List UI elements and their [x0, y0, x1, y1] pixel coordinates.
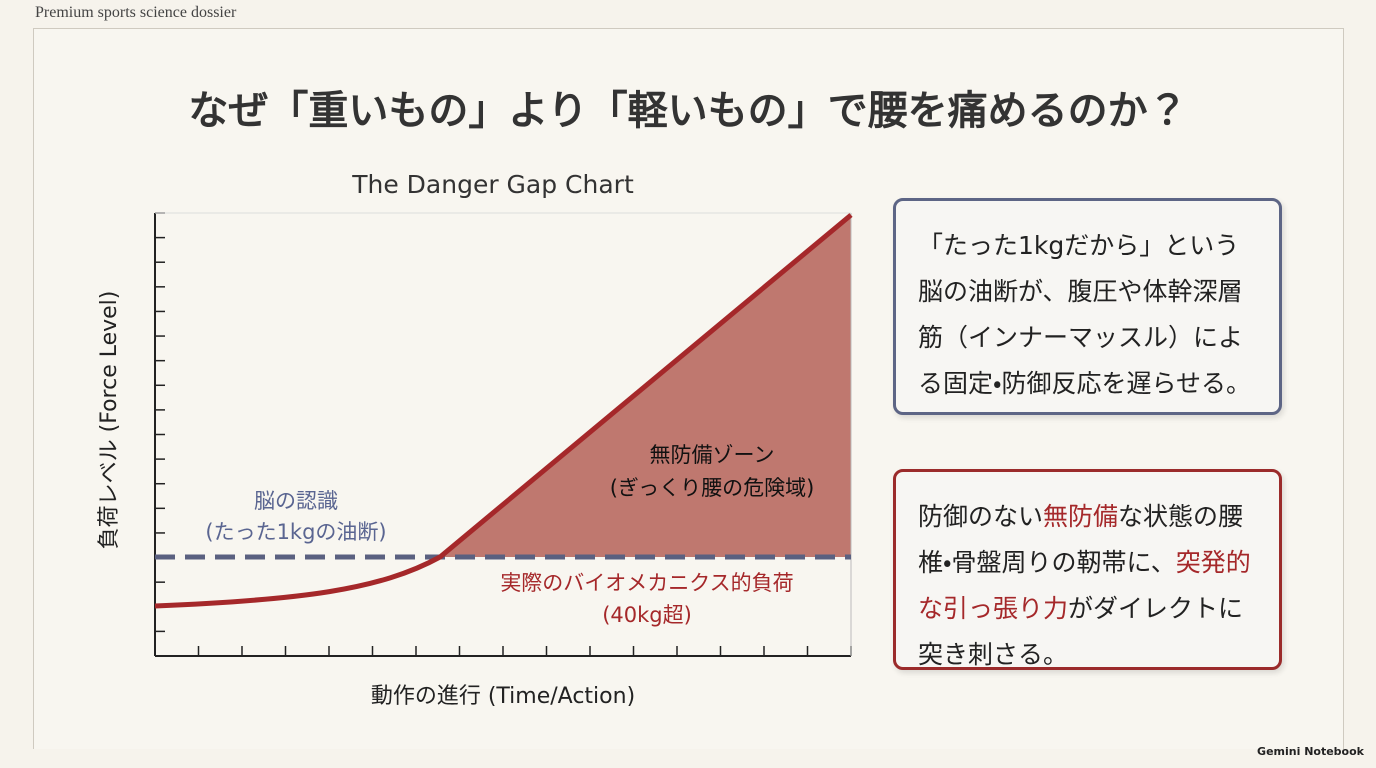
info-box: 防御のない無防備な状態の腰椎・骨盤周りの靭帯に、突発的な引っ張り力がダイレクトに… [893, 469, 1282, 670]
body-text: がダイレクトに突き刺さる。 [918, 594, 1244, 669]
body-text: 「たった1kgだから」という脳の油断が、腹圧や体幹深層筋（インナーマッスル）によ… [918, 231, 1252, 398]
actual-curve [154, 213, 853, 609]
actual-label: (40kg超) [602, 603, 692, 627]
x-axis-label: 動作の進行 (Time/Action) [371, 684, 635, 709]
perceived-label: (たった1kgの油断) [205, 520, 386, 544]
body-text: な状態の腰椎・骨盤周りの靭帯に、 [918, 502, 1244, 577]
slide-title: なぜ「重いもの」より「軽いもの」で腰を痛めるのか？ [188, 87, 1188, 134]
zone-label: (ぎっくり腰の危険域) [610, 476, 815, 500]
header-label: Premium sports science dossier [35, 4, 237, 21]
info-box: 「たった1kgだから」という脳の油断が、腹圧や体幹深層筋（インナーマッスル）によ… [893, 198, 1282, 415]
chart-title: The Danger Gap Chart [351, 170, 634, 199]
emphasis-text: 突発的な引っ張り力 [918, 548, 1251, 623]
body-text: 防御のない [918, 502, 1044, 531]
actual-label: 実際のバイオメカニクス的負荷 [500, 571, 793, 595]
zone-label: 無防備ゾーン [650, 443, 775, 467]
y-axis-label: 負荷レベル (Force Level) [97, 291, 122, 550]
perceived-label: 脳の認識 [254, 489, 338, 513]
footer: Gemini Notebook [1257, 745, 1364, 758]
emphasis-text: 無防備 [1043, 502, 1119, 531]
